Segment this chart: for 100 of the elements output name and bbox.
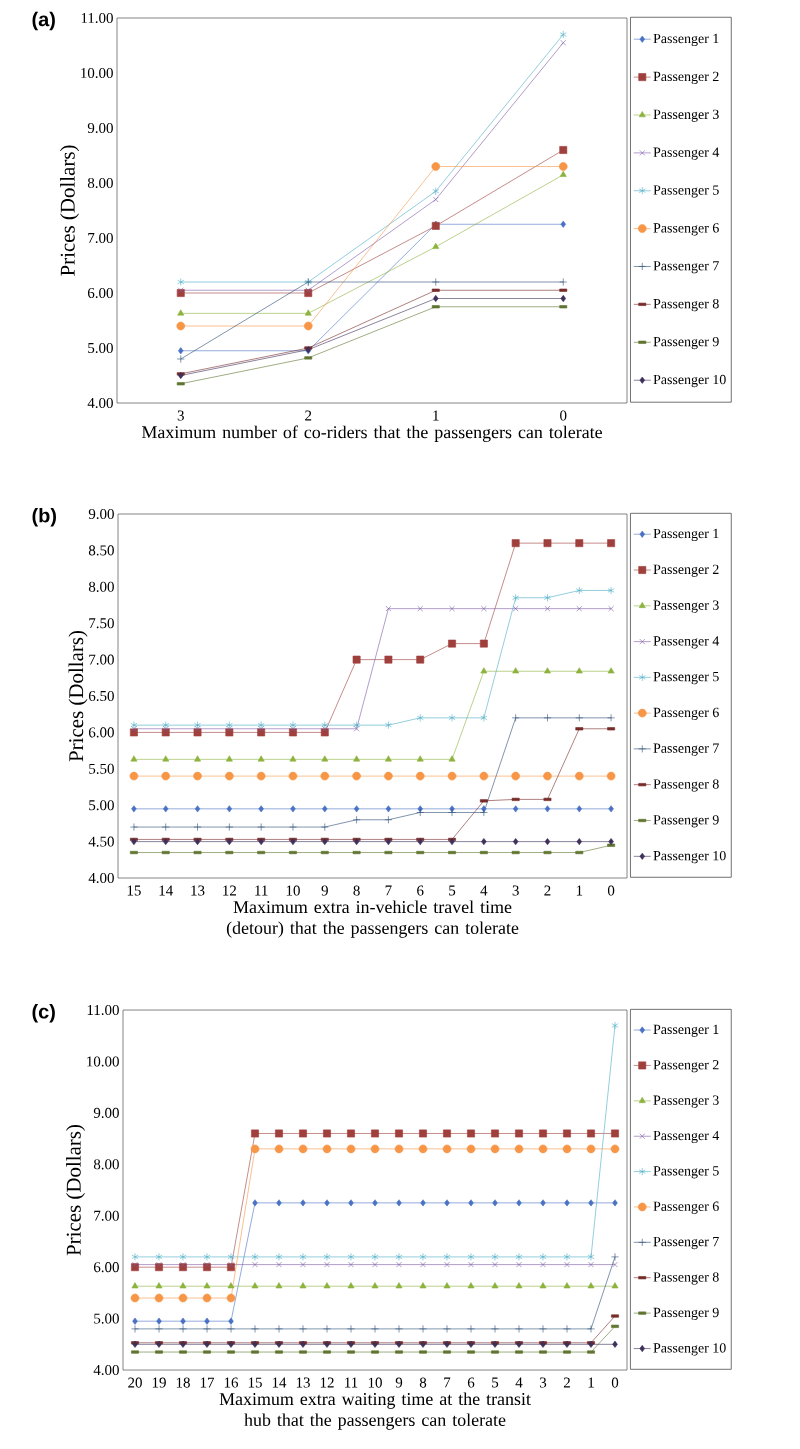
y-tick-label: 6.50	[88, 690, 114, 702]
legend-label: Passenger 9	[653, 1307, 719, 1321]
x-tick-label: 4	[515, 1377, 523, 1388]
y-tick-label: 7.00	[94, 1210, 119, 1221]
x-tick-label: 8	[353, 885, 360, 896]
x-tick-label: 3	[512, 885, 519, 896]
legend-label: Passenger 7	[653, 261, 719, 274]
x-tick-label: 12	[223, 885, 236, 896]
legend-label: Passenger 2	[653, 1060, 719, 1073]
x-tick-label: 0	[560, 410, 567, 421]
x-tick-label: 17	[200, 1377, 215, 1388]
legend-label: Passenger 8	[653, 298, 719, 312]
x-tick-label: 16	[224, 1377, 239, 1388]
y-tick-label: 5.00	[88, 342, 113, 354]
x-tick-label: 18	[176, 1377, 190, 1388]
x-tick-label: 2	[305, 410, 312, 421]
x-tick-label: 5	[449, 885, 456, 896]
x-tick-label: 0	[611, 1377, 619, 1388]
legend-label: Passenger 1	[653, 33, 719, 47]
y-tick-label: 11.00	[81, 12, 113, 24]
x-tick-label: 2	[544, 885, 551, 896]
y-tick-label: 4.00	[93, 1364, 119, 1376]
x-tick-label: 0	[607, 885, 615, 896]
legend-label: Passenger 5	[653, 185, 719, 198]
x-tick-label: 15	[127, 885, 141, 896]
legend-label: Passenger 3	[653, 600, 719, 613]
x-tick-label: 2	[563, 1377, 570, 1388]
y-axis-title: Prices (Dollars)	[66, 1125, 86, 1256]
x-tick-label: 12	[320, 1377, 334, 1388]
y-tick-label: 7.00	[89, 654, 114, 665]
x-tick-label: 13	[296, 1377, 310, 1388]
x-tick-label: 3	[539, 1377, 547, 1388]
legend-label: Passenger 4	[653, 147, 720, 160]
x-tick-label: 8	[419, 1377, 427, 1388]
legend-label: Passenger 9	[653, 336, 719, 350]
x-tick-label: 1	[588, 1377, 594, 1388]
y-tick-label: 11.00	[87, 1004, 119, 1016]
x-tick-label: 20	[128, 1377, 142, 1388]
x-axis-title: Maximum number of co-riders that the passengers can tolerate	[141, 425, 602, 442]
legend-label: Passenger 3	[653, 1095, 719, 1108]
x-tick-label: 13	[191, 885, 205, 896]
legend-label: Passenger 8	[653, 779, 719, 792]
y-tick-label: 6.00	[88, 727, 114, 738]
legend-label: Passenger 4	[653, 636, 720, 649]
x-tick-label: 5	[492, 1377, 499, 1388]
y-tick-label: 9.00	[87, 122, 113, 134]
legend-label: Passenger 1	[653, 528, 719, 542]
legend-label: Passenger 10	[653, 374, 726, 388]
y-axis-title: Prices (Dollars)	[60, 145, 80, 276]
y-tick-label: 5.00	[94, 1313, 119, 1324]
x-tick-label: 6	[417, 885, 424, 896]
legend-label: Passenger 6	[653, 1201, 719, 1214]
legend-label: Passenger 6	[653, 223, 719, 236]
y-tick-label: 9.00	[93, 1107, 119, 1118]
x-tick-label: 10	[286, 885, 300, 896]
x-tick-label: 9	[321, 885, 328, 896]
x-tick-label: 4	[480, 885, 488, 896]
y-tick-label: 8.00	[87, 177, 113, 189]
y-tick-label: 6.00	[87, 287, 113, 299]
x-tick-label: 15	[248, 1377, 262, 1388]
x-tick-label: 3	[177, 410, 184, 421]
x-tick-label: 11	[255, 885, 268, 896]
legend-label: Passenger 10	[653, 1343, 726, 1356]
legend-label: Passenger 9	[653, 815, 719, 828]
legend-label: Passenger 4	[653, 1130, 720, 1144]
x-tick-label: 10	[368, 1377, 382, 1388]
x-tick-label: 1	[433, 410, 439, 421]
x-tick-label: 6	[467, 1377, 475, 1388]
y-tick-label: 7.50	[89, 618, 114, 629]
y-tick-label: 8.00	[93, 1159, 119, 1170]
y-axis-title: Prices (Dollars)	[68, 631, 88, 762]
x-tick-label: 7	[444, 1377, 451, 1388]
legend-label: Passenger 10	[653, 850, 726, 864]
legend-label: Passenger 1	[653, 1024, 719, 1037]
x-axis-title: Maximum extra in-vehicle travel time (detour) that the passengers can tolerate	[226, 900, 519, 938]
y-tick-label: 5.00	[89, 800, 114, 811]
y-tick-label: 4.00	[88, 872, 114, 884]
legend-label: Passenger 8	[653, 1272, 719, 1285]
legend-label: Passenger 3	[653, 109, 719, 122]
y-tick-label: 7.00	[88, 232, 113, 244]
legend-label: Passenger 7	[653, 743, 719, 756]
y-tick-label: 6.00	[93, 1262, 119, 1273]
x-tick-label: 7	[385, 885, 392, 896]
y-tick-label: 9.00	[88, 508, 114, 520]
legend-label: Passenger 2	[653, 71, 719, 84]
x-tick-label: 19	[152, 1377, 166, 1388]
y-tick-label: 8.50	[88, 545, 114, 556]
chart-title: (c)	[32, 1003, 55, 1023]
legend-label: Passenger 5	[653, 672, 719, 685]
y-tick-label: 10.00	[87, 1056, 119, 1067]
x-tick-label: 14	[272, 1377, 287, 1388]
y-tick-label: 5.50	[89, 763, 114, 774]
y-tick-label: 4.00	[87, 397, 113, 409]
x-tick-label: 14	[159, 885, 173, 896]
y-tick-label: 10.00	[81, 67, 113, 79]
y-tick-label: 8.00	[88, 581, 114, 592]
x-tick-label: 1	[576, 885, 583, 896]
legend-label: Passenger 5	[653, 1166, 719, 1179]
legend-label: Passenger 6	[653, 707, 719, 720]
x-tick-label: 9	[395, 1377, 403, 1388]
